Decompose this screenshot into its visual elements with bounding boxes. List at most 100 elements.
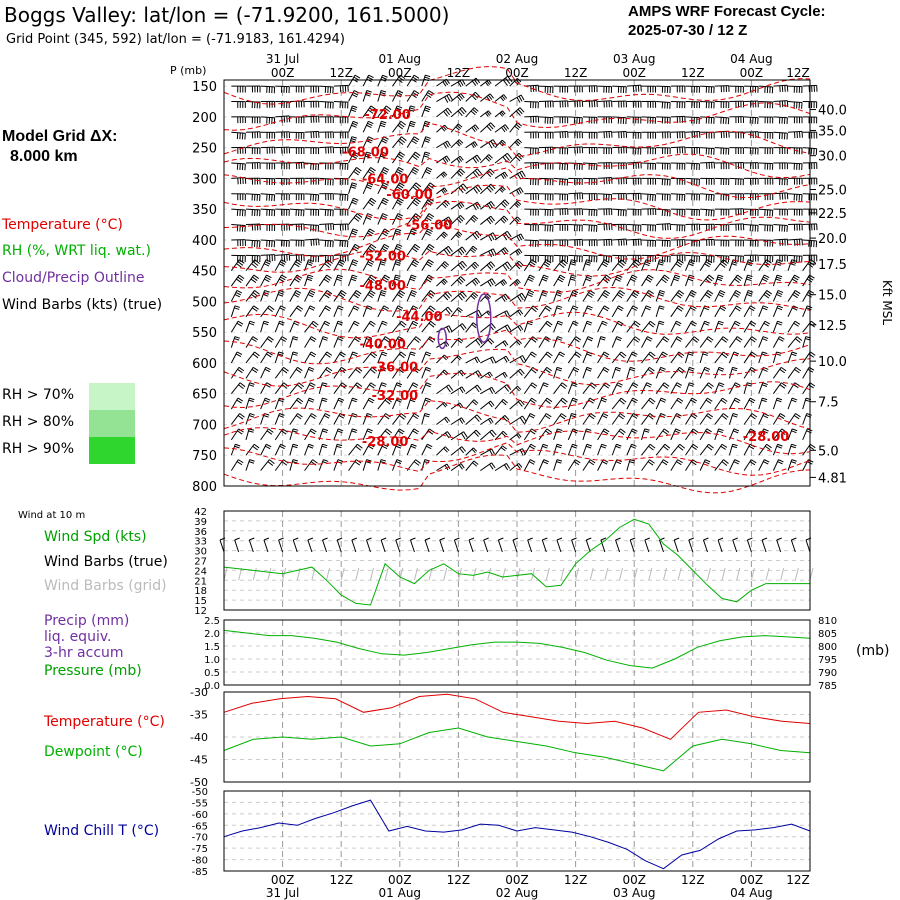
wind-barb-flag xyxy=(473,107,479,112)
wind-barb-flag xyxy=(486,218,492,225)
wind-barb-staff xyxy=(406,74,415,87)
wind-barb-flag xyxy=(460,201,465,207)
wind-barb-flag xyxy=(521,292,526,299)
wind-barb-flag xyxy=(650,320,656,326)
wind-barb-flag xyxy=(355,368,361,374)
wind-barb-flag xyxy=(570,261,576,264)
wind-barb-flag xyxy=(560,384,566,389)
wind-barb-flag xyxy=(556,307,562,310)
wind-barb-flag xyxy=(486,187,492,193)
wind-barb-staff xyxy=(289,367,298,379)
wind-barb-flag xyxy=(619,353,625,359)
wind-barb-flag xyxy=(718,366,725,370)
grid-point-label: Grid Point (345, 592) lat/lon = (-71.918… xyxy=(6,32,345,47)
wind-barb-flag xyxy=(776,261,782,264)
wind-barb-10m-flag xyxy=(410,537,416,541)
wind-barb-flag xyxy=(486,203,492,210)
wind-barb-10m xyxy=(234,539,240,553)
wind-barb-flag xyxy=(617,263,624,269)
wind-barb-flag xyxy=(501,139,506,144)
wind-barb-flag xyxy=(427,199,433,204)
wind-barb-flag xyxy=(428,213,435,218)
wind-barb-staff xyxy=(670,115,685,118)
wind-barb-flag xyxy=(311,413,317,418)
wind-barb-flag xyxy=(500,281,504,287)
wind-barb-flag xyxy=(351,138,357,141)
wind-barb-flag xyxy=(352,199,358,203)
wind-barb-flag xyxy=(631,430,637,434)
wind-barb-staff xyxy=(728,397,736,410)
wind-barb-flag xyxy=(264,399,270,403)
wind-barb-staff xyxy=(509,248,520,256)
wind-barb-staff xyxy=(245,274,255,287)
wind-barb-flag xyxy=(381,445,388,450)
wind-barb-grid xyxy=(589,567,594,581)
wind-barb-flag xyxy=(325,305,332,310)
wind-barb-flag xyxy=(278,351,284,354)
wind-barb-staff xyxy=(553,305,558,317)
wind-barb-flag xyxy=(558,263,565,269)
wind-barb-staff xyxy=(421,167,428,179)
wind-barb-flag xyxy=(441,127,446,132)
wind-barb-flag xyxy=(586,307,592,311)
wind-barb-10m xyxy=(322,539,328,553)
wind-barb-flag xyxy=(370,353,376,359)
wind-barb-flag xyxy=(307,276,313,280)
wind-barb-flag xyxy=(718,293,724,298)
wind-barb-10m xyxy=(292,539,298,553)
wind-barb-flag xyxy=(648,415,654,420)
wind-barb-staff xyxy=(333,459,339,471)
wind-barb-flag xyxy=(675,428,681,432)
wind-barb-staff xyxy=(333,367,342,379)
wind-barb-flag xyxy=(762,307,768,311)
wind-barb-flag xyxy=(546,428,553,433)
wind-barb-flag xyxy=(425,263,432,268)
wind-barb-flag xyxy=(487,293,492,298)
wind-barb-flag xyxy=(602,307,609,312)
wind-barb-flag xyxy=(354,168,361,174)
time-tick-top: 12Z xyxy=(447,66,471,80)
wind-barb-flag xyxy=(457,231,463,236)
temperature-contour xyxy=(223,91,811,131)
wind-barb-staff xyxy=(245,382,251,394)
wind-barb-staff xyxy=(333,223,348,226)
wind-barb-flag xyxy=(380,384,387,387)
wind-barb-flag xyxy=(559,415,566,420)
legend-pressure: Pressure (mb) xyxy=(44,663,142,679)
wind-barb-flag xyxy=(427,228,433,233)
wind-barb-flag xyxy=(384,274,391,279)
wind-barb-staff xyxy=(802,443,811,456)
wind-barb-grid xyxy=(487,567,492,581)
wind-barb-10m xyxy=(439,539,445,553)
wind-barb-staff xyxy=(582,428,587,441)
wind-barb-flag xyxy=(542,291,548,295)
wind-barb-staff xyxy=(362,336,368,348)
wind-barb-flag xyxy=(352,397,358,401)
wind-barb-flag xyxy=(475,77,481,84)
wind-barb-staff xyxy=(538,459,545,471)
wind-barb-flag xyxy=(442,188,447,193)
wind-barb-staff xyxy=(787,259,793,271)
wind-barb-flag xyxy=(746,293,752,297)
wind-barb-staff xyxy=(274,274,282,287)
wind-barb-flag xyxy=(413,199,420,205)
height-tick-label: 25.0 xyxy=(818,183,847,198)
wind-barb-flag xyxy=(791,430,797,434)
wind-barb-staff xyxy=(274,305,282,318)
wind-barb-flag xyxy=(762,351,768,355)
wind-barb-flag xyxy=(368,292,375,297)
wind-barb-flag xyxy=(443,219,449,226)
wind-barb-flag xyxy=(238,366,245,372)
wind-barb-flag xyxy=(736,305,742,310)
wind-barb-flag xyxy=(251,294,257,299)
wind-barb-staff xyxy=(319,223,334,226)
wind-barb-flag xyxy=(278,263,285,267)
wind-barb-flag xyxy=(411,170,417,175)
wind-barb-staff xyxy=(465,154,478,164)
wind-barb-flag xyxy=(292,461,298,464)
wind-barb-10m-flag xyxy=(761,537,768,541)
wind-barb-flag xyxy=(647,368,654,374)
wind-barb-staff xyxy=(728,320,736,333)
wind-barb-flag xyxy=(660,399,666,403)
wind-barb-flag xyxy=(459,80,464,86)
